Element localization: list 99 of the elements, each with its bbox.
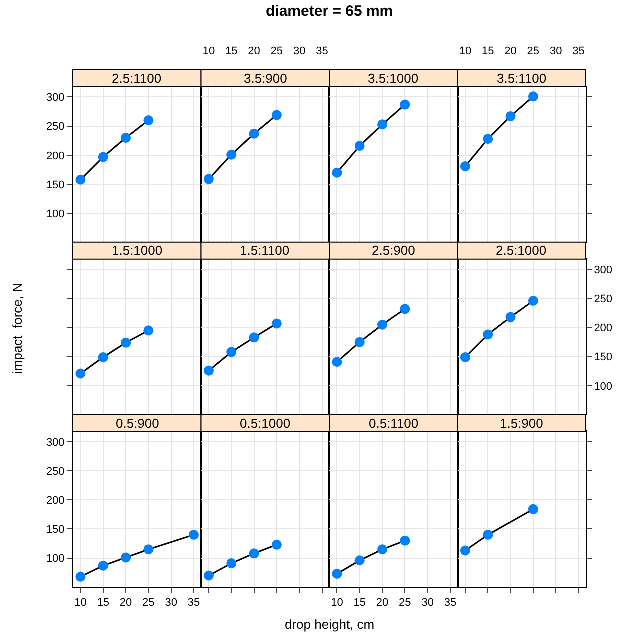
point	[204, 174, 214, 184]
point	[400, 304, 410, 314]
y-tick-label: 100	[594, 380, 613, 393]
point	[528, 296, 538, 306]
chart-title: 0.5:1000	[240, 416, 291, 431]
y-tick-label: 250	[46, 121, 65, 134]
x-tick-label: 35	[188, 597, 200, 610]
point	[378, 120, 388, 130]
x-tick-label: 15	[482, 46, 494, 58]
x-tick-label: 15	[225, 46, 238, 58]
x-tick-label: 20	[120, 597, 132, 610]
x-tick-label: 35	[316, 46, 328, 58]
point	[76, 174, 86, 185]
x-tick-label: 35	[444, 597, 457, 610]
x-tick-label: 20	[504, 46, 517, 58]
point	[332, 168, 342, 178]
y-tick-label: 150	[46, 524, 65, 536]
point	[249, 332, 260, 343]
chart-title: 1.5:1000	[112, 243, 163, 258]
x-tick-label: 20	[248, 46, 260, 58]
chart-title: 1.5:1100	[240, 243, 290, 258]
x-tick-label: 25	[527, 46, 540, 58]
x-tick-label: 10	[74, 597, 87, 610]
point	[400, 100, 410, 110]
point	[189, 530, 199, 540]
chart-title: 1.5:900	[500, 416, 544, 431]
point	[332, 357, 342, 368]
point	[506, 111, 516, 122]
point	[98, 152, 108, 162]
x-tick-label: 30	[293, 46, 306, 58]
x-tick-label: 15	[97, 597, 110, 610]
chart-title: 2.5:900	[372, 243, 416, 258]
point	[226, 558, 237, 569]
point	[354, 556, 365, 566]
point	[144, 544, 154, 555]
point	[121, 552, 132, 563]
x-tick-label: 10	[202, 46, 216, 58]
x-tick-label: 30	[165, 597, 178, 610]
y-tick-label: 200	[594, 322, 613, 335]
y-tick-label: 100	[46, 208, 65, 220]
chart-title: 0.5:1100	[369, 416, 419, 431]
text: impact force, N	[10, 282, 25, 374]
point	[204, 366, 214, 376]
point	[249, 548, 260, 559]
y-tick-label: 150	[46, 179, 65, 192]
x-tick-label: 15	[354, 597, 366, 610]
point	[226, 347, 237, 358]
text: diameter = 65 mm	[266, 3, 394, 20]
point	[98, 352, 108, 362]
point	[121, 338, 132, 348]
chart-title: 2.5:1100	[112, 71, 162, 86]
point	[400, 536, 410, 546]
point	[460, 352, 470, 362]
y-tick-label: 300	[594, 264, 613, 276]
point	[98, 560, 108, 571]
point	[121, 132, 132, 143]
x-tick-label: 10	[459, 46, 472, 58]
point	[76, 572, 86, 582]
y-tick-label: 150	[594, 352, 613, 364]
chart-title: 2.5:1000	[496, 243, 547, 258]
point	[460, 162, 470, 172]
y-tick-label: 250	[594, 294, 613, 306]
point	[272, 540, 282, 550]
chart-title: 3.5:1000	[368, 71, 419, 86]
chart-title: 3.5:900	[244, 71, 288, 86]
text: drop height, cm	[285, 617, 375, 632]
point	[483, 330, 494, 340]
x-tick-label: 30	[550, 46, 562, 58]
x-tick-label: 20	[376, 597, 389, 610]
point	[226, 150, 237, 160]
y-tick-label: 250	[46, 466, 65, 478]
y-tick-label: 300	[46, 92, 65, 104]
point	[528, 92, 538, 102]
point	[204, 570, 214, 581]
point	[272, 318, 282, 329]
point	[483, 134, 494, 144]
point	[354, 141, 365, 152]
x-tick-label: 35	[572, 46, 585, 58]
point	[378, 320, 388, 330]
x-tick-label: 25	[142, 597, 155, 610]
chart-title: 3.5:1100	[497, 71, 547, 86]
x-tick-label: 25	[270, 46, 284, 58]
x-tick-label: 30	[422, 597, 434, 610]
point	[332, 569, 342, 580]
x-tick-label: 25	[399, 597, 412, 610]
x-tick-label: 10	[331, 597, 344, 610]
y-tick-label: 300	[46, 436, 65, 449]
point	[272, 110, 282, 120]
y-tick-label: 100	[46, 553, 65, 566]
y-tick-label: 200	[46, 150, 65, 162]
point	[144, 116, 154, 126]
point	[144, 326, 154, 336]
point	[354, 337, 365, 348]
point	[76, 368, 86, 379]
chart-title: 0.5:900	[116, 416, 160, 431]
point	[506, 312, 516, 322]
point	[378, 544, 388, 555]
point	[249, 128, 260, 139]
y-tick-label: 200	[46, 494, 65, 507]
